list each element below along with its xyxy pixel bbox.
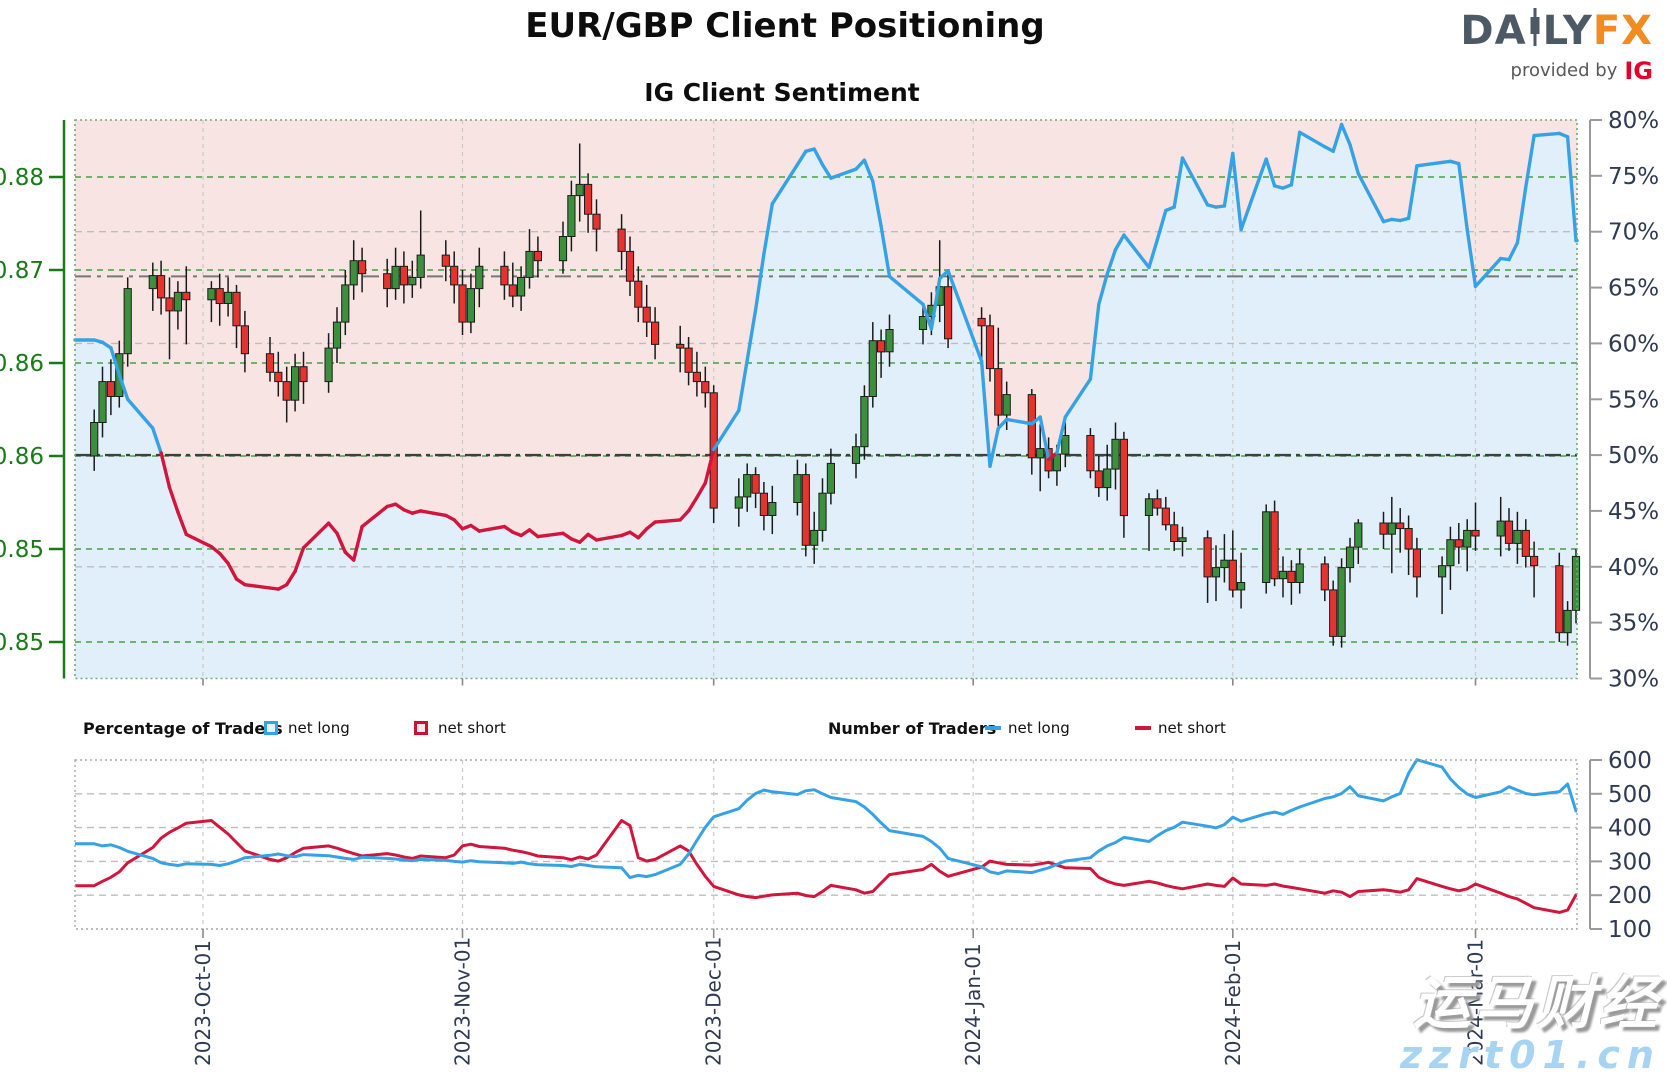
svg-text:0.88: 0.88 <box>0 165 44 191</box>
candlestick-icon <box>1529 8 1541 53</box>
percentage-axis: 80% 75% 70% 65% 60% 55% 50% 45% 40% 35% 30% <box>1589 108 1659 693</box>
svg-text:35%: 35% <box>1608 611 1659 637</box>
traders-count-axis: 600 500 400 300 200 100 <box>1589 748 1652 943</box>
svg-text:65%: 65% <box>1608 276 1659 302</box>
page-title: EUR/GBP Client Positioning <box>525 6 1045 46</box>
svg-text:60%: 60% <box>1608 331 1659 357</box>
svg-text:300: 300 <box>1608 849 1652 875</box>
ig-logo: IG <box>1624 57 1653 85</box>
svg-text:0.85: 0.85 <box>0 630 44 656</box>
legend-swatch-pct-net-short <box>414 710 428 746</box>
reference-lines <box>75 275 1577 457</box>
legend-label-num-net-short: net short <box>1158 719 1226 737</box>
svg-text:2023-Oct-01: 2023-Oct-01 <box>191 940 215 1066</box>
watermark: 运马财经 zzrt01.cn <box>1400 972 1661 1076</box>
svg-text:0.85: 0.85 <box>0 537 44 563</box>
net-long-count-line <box>75 758 1578 880</box>
logo-text-da: DA <box>1460 7 1527 54</box>
svg-text:80%: 80% <box>1608 108 1659 134</box>
legend: Percentage of Traders net long net short… <box>0 710 1667 746</box>
watermark-chinese-text: 运马财经 <box>1412 969 1661 1037</box>
logo-text-ly: LY <box>1542 7 1593 54</box>
sentiment-background <box>75 120 1577 679</box>
legend-swatch-num-net-long <box>985 710 1001 746</box>
svg-text:45%: 45% <box>1608 499 1659 525</box>
svg-text:200: 200 <box>1608 883 1652 909</box>
dailyfx-wordmark: DA LY FX <box>1460 8 1653 53</box>
legend-heading-percentage: Percentage of Traders <box>83 718 283 738</box>
svg-text:2023-Dec-01: 2023-Dec-01 <box>702 937 726 1066</box>
svg-text:500: 500 <box>1608 782 1652 808</box>
dailyfx-logo: DA LY FX provided by IG <box>1460 8 1653 83</box>
plot-borders <box>74 119 1578 930</box>
date-axis: 2023-Oct-01 2023-Nov-01 2023-Dec-01 2024-Ja… <box>191 678 1488 1066</box>
price-axis: 0.88 0.87 0.86 0.86 0.85 0.85 <box>0 120 66 679</box>
chart-title: IG Client Sentiment <box>644 78 920 107</box>
svg-text:100: 100 <box>1608 917 1652 943</box>
svg-text:400: 400 <box>1608 816 1652 842</box>
provided-by: provided by IG <box>1460 59 1653 83</box>
logo-text-fx: FX <box>1592 7 1653 54</box>
net-short-count-line <box>75 819 1578 914</box>
svg-text:600: 600 <box>1608 748 1652 774</box>
svg-text:2024-Mar-01: 2024-Mar-01 <box>1464 939 1488 1066</box>
svg-text:0.86: 0.86 <box>0 444 44 470</box>
svg-text:70%: 70% <box>1608 220 1659 246</box>
svg-text:40%: 40% <box>1608 555 1659 581</box>
legend-label-num-net-long: net long <box>1008 719 1070 737</box>
candlestick-series <box>90 143 1581 648</box>
legend-swatch-pct-net-long <box>264 710 278 746</box>
legend-heading-number: Number of Traders <box>828 718 997 738</box>
svg-text:0.87: 0.87 <box>0 258 44 284</box>
legend-label-pct-net-long: net long <box>288 719 350 737</box>
svg-text:55%: 55% <box>1608 387 1659 413</box>
legend-label-pct-net-short: net short <box>438 719 506 737</box>
legend-swatch-num-net-short <box>1135 710 1151 746</box>
svg-text:30%: 30% <box>1608 667 1659 693</box>
svg-text:2024-Jan-01: 2024-Jan-01 <box>961 943 985 1066</box>
svg-text:75%: 75% <box>1608 164 1659 190</box>
svg-text:50%: 50% <box>1608 443 1659 469</box>
svg-text:0.86: 0.86 <box>0 351 44 377</box>
net-long-percentage-line <box>73 122 1579 591</box>
svg-text:2024-Feb-01: 2024-Feb-01 <box>1221 940 1245 1066</box>
svg-text:2023-Nov-01: 2023-Nov-01 <box>451 937 475 1066</box>
provided-by-text: provided by <box>1510 60 1618 81</box>
watermark-site-url: zzrt01.cn <box>1399 1032 1661 1077</box>
